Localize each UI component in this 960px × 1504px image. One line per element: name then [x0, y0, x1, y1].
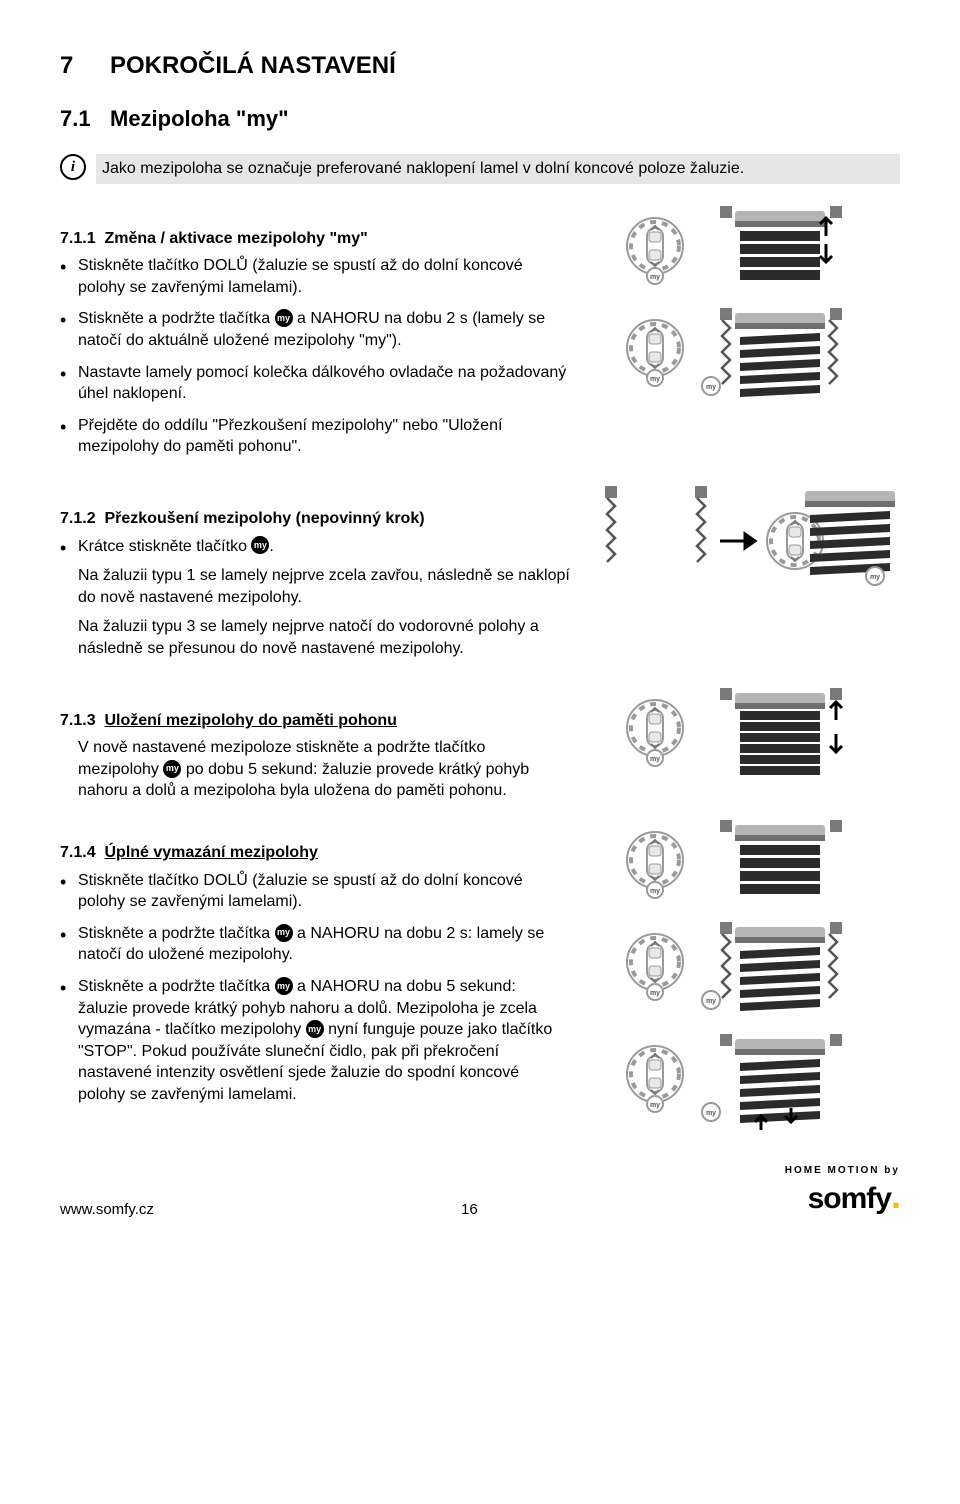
my-icon: my	[275, 924, 293, 942]
page-footer: www.somfy.cz 16 HOME MOTION by somfy.	[60, 1164, 900, 1220]
subsection-heading: 7.1Mezipoloha "my"	[60, 104, 900, 134]
list-item: Přejděte do oddílu "Přezkoušení mezipolo…	[60, 415, 570, 458]
heading-714: 7.1.4 Úplné vymazání mezipolohy	[60, 842, 570, 864]
svg-text:my: my	[706, 998, 716, 1005]
my-icon: my	[275, 309, 293, 327]
info-icon: i	[60, 154, 86, 180]
svg-text:my: my	[706, 1110, 716, 1117]
figure-712: my	[595, 486, 895, 596]
heading-712: 7.1.2 Přezkoušení mezipolohy (nepovinný …	[60, 508, 570, 530]
figure-714c: my	[595, 1034, 895, 1134]
paragraph: V nově nastavené mezipoloze stiskněte a …	[60, 737, 570, 802]
figure-714b: my	[595, 922, 895, 1022]
my-icon: my	[251, 536, 269, 554]
my-icon: my	[275, 977, 293, 995]
figure-711b: my	[595, 308, 895, 408]
list-item: Stiskněte a podržte tlačítka my a NAHORU…	[60, 923, 570, 966]
info-callout: i Jako mezipoloha se označuje preferovan…	[60, 154, 900, 184]
heading-713: 7.1.3 Uložení mezipolohy do paměti pohon…	[60, 710, 570, 732]
heading-711: 7.1.1 Změna / aktivace mezipolohy "my"	[60, 228, 570, 250]
footer-page: 16	[461, 1200, 478, 1220]
list-item: Nastavte lamely pomocí kolečka dálkového…	[60, 362, 570, 405]
list-item: Stiskněte tlačítko DOLŮ (žaluzie se spus…	[60, 255, 570, 298]
list-item: Stiskněte a podržte tlačítka my a NAHORU…	[60, 976, 570, 1106]
figure-711a	[595, 206, 895, 296]
svg-text:my: my	[870, 574, 880, 581]
paragraph: Na žaluzii typu 1 se lamely nejprve zcel…	[78, 565, 570, 608]
info-text: Jako mezipoloha se označuje preferované …	[96, 154, 900, 184]
brand-logo: HOME MOTION by somfy.	[785, 1164, 900, 1220]
list-item: Krátce stiskněte tlačítko my. Na žaluzii…	[60, 536, 570, 660]
svg-text:my: my	[706, 384, 716, 391]
my-icon: my	[163, 760, 181, 778]
section-heading: 7POKROČILÁ NASTAVENÍ	[60, 50, 900, 82]
figure-714a	[595, 820, 895, 910]
footer-url: www.somfy.cz	[60, 1200, 154, 1220]
my-icon: my	[306, 1020, 324, 1038]
list-item: Stiskněte a podržte tlačítka my a NAHORU…	[60, 308, 570, 351]
figure-713	[595, 688, 895, 788]
list-item: Stiskněte tlačítko DOLŮ (žaluzie se spus…	[60, 870, 570, 913]
paragraph: Na žaluzii typu 3 se lamely nejprve nato…	[78, 616, 570, 659]
